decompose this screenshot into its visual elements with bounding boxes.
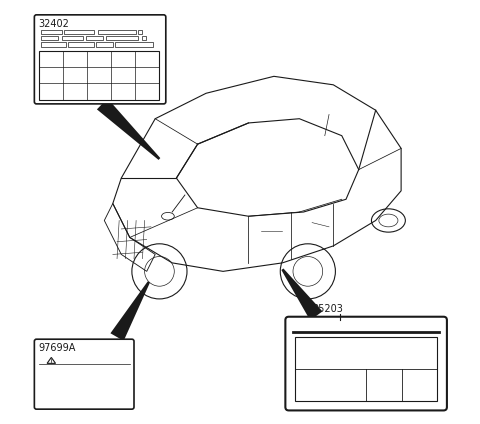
FancyBboxPatch shape xyxy=(35,339,134,409)
Bar xyxy=(142,36,146,40)
FancyBboxPatch shape xyxy=(286,317,447,410)
Text: 32402: 32402 xyxy=(38,19,70,29)
Bar xyxy=(41,42,66,47)
Bar xyxy=(68,42,94,47)
FancyBboxPatch shape xyxy=(35,15,166,104)
Polygon shape xyxy=(281,268,323,321)
Polygon shape xyxy=(97,98,160,160)
Bar xyxy=(107,36,138,40)
Bar xyxy=(96,42,113,47)
Bar xyxy=(85,36,103,40)
Bar xyxy=(295,337,437,401)
Bar xyxy=(138,30,143,34)
Polygon shape xyxy=(110,282,150,341)
Bar xyxy=(38,51,159,100)
Bar xyxy=(98,30,136,34)
Bar xyxy=(41,36,58,40)
Bar xyxy=(41,30,62,34)
Bar xyxy=(64,30,94,34)
Bar xyxy=(62,36,83,40)
Bar xyxy=(115,42,153,47)
Text: 97699A: 97699A xyxy=(38,343,76,354)
Text: 05203: 05203 xyxy=(312,304,343,314)
